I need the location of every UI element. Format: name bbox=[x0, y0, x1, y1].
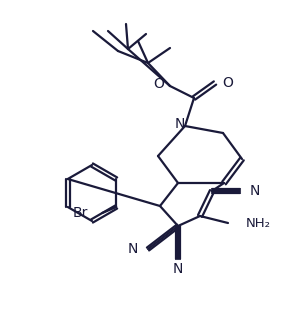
Text: Br: Br bbox=[73, 206, 88, 220]
Text: N: N bbox=[175, 117, 185, 131]
Text: N: N bbox=[128, 242, 138, 256]
Text: O: O bbox=[153, 77, 164, 91]
Text: O: O bbox=[222, 76, 233, 90]
Text: N: N bbox=[173, 262, 183, 276]
Text: NH₂: NH₂ bbox=[246, 216, 271, 229]
Text: N: N bbox=[250, 184, 260, 198]
